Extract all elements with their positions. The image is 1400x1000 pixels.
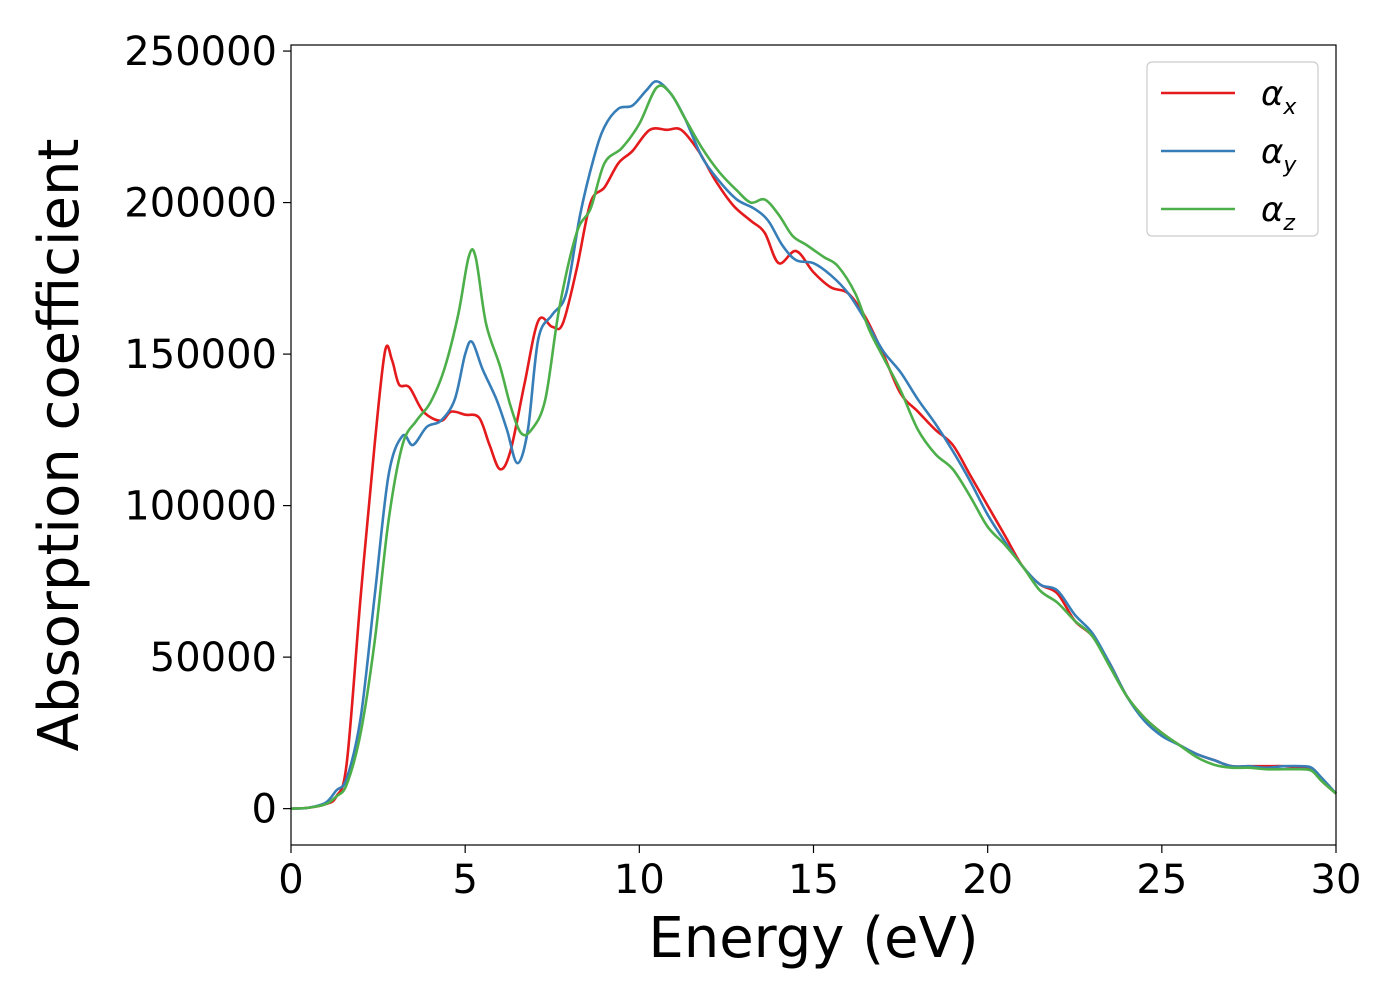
x-tick-label: 15 <box>788 857 839 903</box>
legend-label-x: αx <box>1261 74 1297 120</box>
y-tick-label: 250000 <box>124 29 277 75</box>
x-tick-label: 0 <box>278 857 303 903</box>
legend-label-subscript: y <box>1282 153 1297 178</box>
legend-label-base: α <box>1261 132 1283 172</box>
y-tick-label: 200000 <box>124 181 277 227</box>
x-tick-label: 25 <box>1136 857 1187 903</box>
series-layer <box>290 80 1337 810</box>
legend-label-z: αz <box>1261 190 1295 236</box>
legend-label-subscript: z <box>1282 211 1295 236</box>
x-tick-label: 10 <box>614 857 665 903</box>
x-tick-label: 30 <box>1311 857 1362 903</box>
y-tick-label: 150000 <box>124 332 277 378</box>
legend-label-y: αy <box>1261 132 1297 178</box>
legend-label-base: α <box>1261 74 1283 114</box>
x-tick-label: 20 <box>962 857 1013 903</box>
y-tick-label: 50000 <box>150 635 277 681</box>
y-tick-label: 100000 <box>124 484 277 530</box>
series-line-y <box>290 80 1337 810</box>
legend-label-subscript: x <box>1282 95 1297 120</box>
y-axis-label: Absorption coefficient <box>27 139 92 752</box>
y-tick-label: 0 <box>252 787 277 833</box>
legend-label-base: α <box>1261 190 1283 230</box>
x-axis-ticks: 0 5 10 15 20 25 30 <box>278 845 1361 903</box>
x-axis-label: Energy (eV) <box>648 906 978 971</box>
series-line-z <box>290 84 1337 810</box>
legend-box <box>1146 61 1319 237</box>
x-tick-label: 5 <box>452 857 477 903</box>
y-axis-ticks: 0 50000 100000 150000 200000 250000 <box>124 29 291 833</box>
